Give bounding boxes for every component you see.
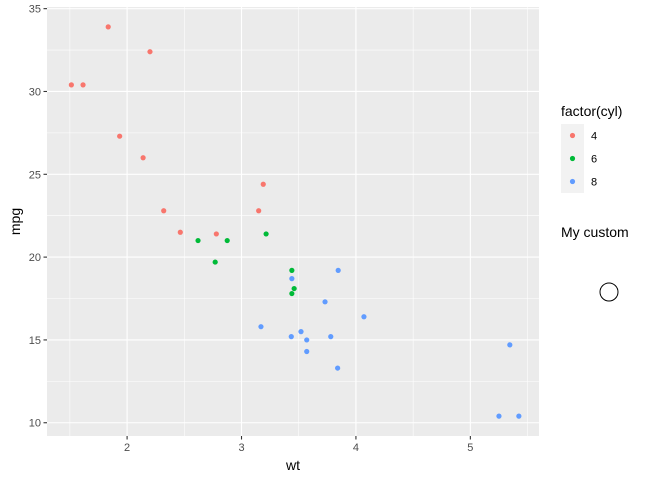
data-point — [328, 334, 334, 340]
legend-entries: 4 6 8 — [561, 124, 597, 193]
legend-label: 4 — [591, 131, 597, 143]
x-axis: 2 3 4 5 — [124, 436, 473, 454]
legend-key-point — [569, 155, 576, 162]
legend: factor(cyl) 4 6 8 — [561, 103, 622, 193]
plot-panel — [47, 7, 539, 436]
data-point — [322, 299, 328, 305]
data-point — [161, 208, 167, 214]
x-tick-label: 3 — [238, 442, 244, 454]
legend-label: 6 — [591, 154, 597, 166]
custom-legend-title: My custom — [561, 224, 629, 240]
custom-legend: My custom — [561, 224, 629, 302]
legend-key-point — [569, 132, 576, 139]
x-tick-label: 5 — [467, 442, 473, 454]
data-point — [288, 334, 294, 340]
data-point — [298, 329, 304, 335]
y-tick-label: 10 — [29, 418, 41, 430]
y-tick-label: 25 — [29, 169, 41, 181]
data-point — [147, 49, 153, 55]
major-gridlines — [47, 7, 539, 436]
data-point — [140, 155, 146, 161]
y-axis-title: mpg — [7, 208, 23, 235]
data-point — [224, 237, 230, 244]
data-point — [516, 413, 522, 419]
data-points — [68, 24, 522, 419]
data-point — [361, 314, 367, 320]
x-axis-title: wt — [285, 457, 300, 473]
data-point — [258, 324, 264, 330]
data-point — [335, 365, 341, 371]
y-tick-label: 15 — [29, 335, 41, 347]
data-point — [68, 82, 74, 88]
data-point — [304, 337, 310, 343]
data-point — [496, 413, 502, 419]
data-point — [289, 290, 295, 297]
data-point — [212, 259, 218, 265]
data-point — [289, 276, 295, 282]
minor-gridlines — [47, 7, 539, 436]
data-point — [304, 348, 310, 355]
data-point — [105, 24, 111, 30]
legend-label: 8 — [591, 177, 597, 189]
data-point — [289, 267, 295, 273]
data-point — [263, 231, 269, 237]
data-point — [80, 82, 86, 88]
data-point — [335, 267, 341, 273]
data-point — [213, 231, 219, 237]
data-point — [260, 181, 266, 187]
data-point — [177, 229, 183, 235]
data-point — [507, 342, 513, 348]
legend-title: factor(cyl) — [561, 103, 622, 119]
y-axis: 10 15 20 25 30 35 — [29, 4, 47, 430]
y-tick-label: 20 — [29, 252, 41, 264]
data-point — [117, 133, 123, 139]
y-tick-label: 35 — [29, 4, 41, 16]
y-tick-label: 30 — [29, 86, 41, 98]
data-point — [291, 285, 297, 292]
x-tick-label: 4 — [353, 442, 359, 454]
x-tick-label: 2 — [124, 442, 130, 454]
custom-legend-circle-icon — [599, 282, 619, 302]
data-point — [256, 208, 262, 214]
data-point — [195, 237, 201, 244]
legend-key-point — [569, 178, 576, 185]
